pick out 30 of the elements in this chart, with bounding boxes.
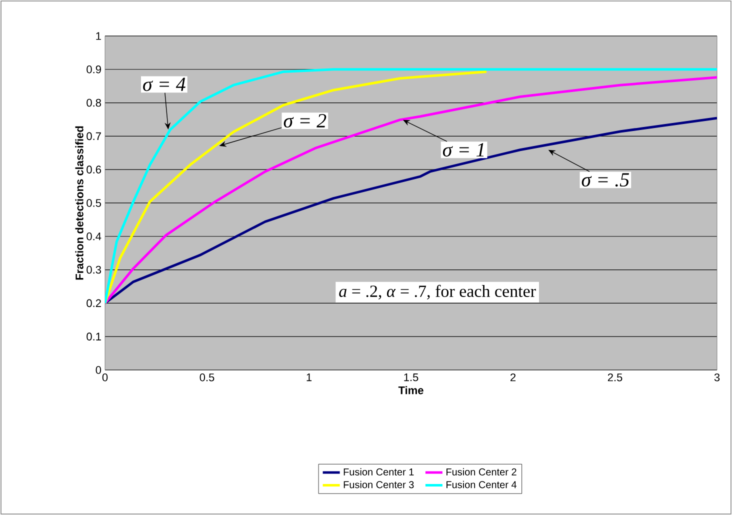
annotation: σ = 1 — [442, 143, 484, 157]
annotation: σ = .5 — [582, 173, 630, 187]
y-tick-label: 0.5 — [86, 199, 102, 207]
legend-label: Fusion Center 4 — [446, 480, 517, 488]
y-axis-title: Fraction detections classified — [75, 126, 84, 280]
y-tick-label: 0.8 — [86, 98, 102, 107]
y-tick-label: 1 — [96, 32, 101, 40]
x-tick-label: 1.5 — [404, 374, 418, 382]
y-tick-label: 0.7 — [86, 132, 101, 140]
y-tick-label: 0.2 — [86, 299, 101, 308]
legend-label: Fusion Center 3 — [344, 480, 414, 488]
x-tick-label: 2 — [510, 374, 516, 382]
x-tick-label: 0 — [102, 374, 108, 382]
annotation: σ = 4 — [143, 78, 186, 92]
x-tick-label: 0.5 — [200, 374, 214, 382]
x-tick-label: 2.5 — [608, 374, 622, 382]
y-tick-label: 0 — [96, 366, 102, 374]
y-tick-label: 0.9 — [86, 65, 101, 74]
line-series — [105, 70, 488, 304]
x-tick-label: 3 — [714, 374, 720, 382]
x-axis-title: Time — [398, 386, 424, 394]
annotation: σ = 2 — [284, 114, 326, 128]
annotation: a = .2, α = .7, for each center — [339, 284, 536, 300]
legend-label: Fusion Center 2 — [446, 468, 516, 476]
y-tick-label: 0.3 — [86, 266, 102, 274]
y-tick-label: 0.1 — [86, 332, 101, 340]
x-tick-label: 1 — [306, 374, 312, 382]
y-tick-label: 0.6 — [86, 166, 102, 174]
legend-label: Fusion Center 1 — [344, 468, 414, 476]
y-tick-label: 0.4 — [86, 232, 102, 240]
